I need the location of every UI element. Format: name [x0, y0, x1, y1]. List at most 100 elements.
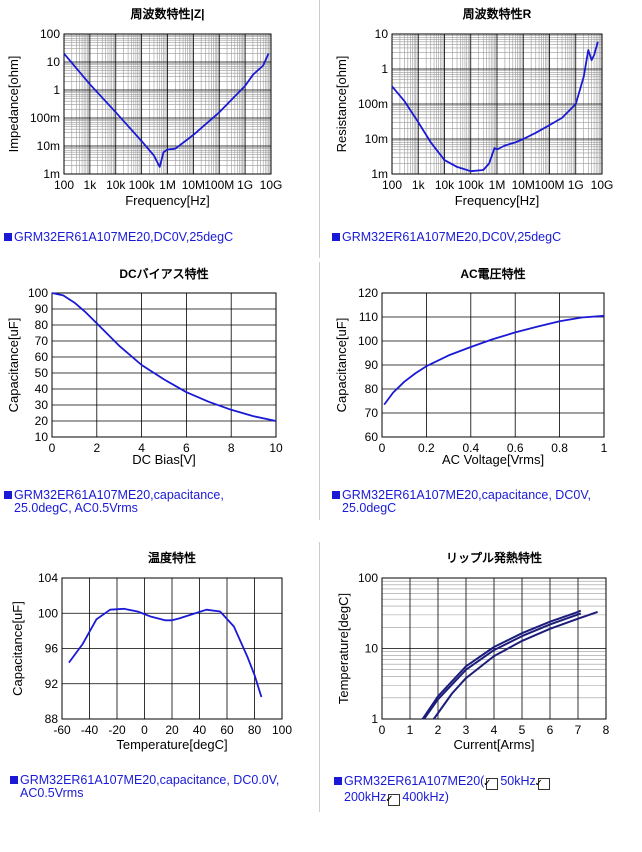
- y-tick-label: 50: [35, 366, 49, 380]
- x-tick-label: 1: [601, 441, 608, 455]
- legend-swatch: [334, 777, 342, 785]
- y-tick-label: 100m: [30, 111, 60, 125]
- y-tick-label: 70: [35, 334, 49, 348]
- impedance-chart: 周波数特性|Z| 100 1k 10k 100k 1M 10M 100M 1G 10G 1m 10m 1…: [6, 6, 283, 208]
- x-tick-label: 0.2: [418, 441, 435, 455]
- y-tick-label: 10: [35, 430, 49, 444]
- chart-title: リップル発熱特性: [446, 550, 542, 565]
- y-tick-label: 10: [47, 55, 61, 69]
- resistance-chart: 周波数特性R 100 1k 10k 100k 1M 10M 100M 1G 10G 1m 10m 100…: [334, 6, 613, 208]
- x-tick-label: 0: [379, 723, 386, 737]
- plot-frame: [63, 33, 272, 175]
- x-axis-label: Current[Arms]: [454, 737, 535, 752]
- ripple-legend-suffix: ): [444, 790, 449, 804]
- x-tick-label: 7: [575, 723, 582, 737]
- y-axis-label: Capacitance[uF]: [334, 318, 349, 413]
- y-tick-label: 104: [38, 571, 58, 585]
- x-tick-label: 1M: [489, 178, 506, 192]
- checkbox-200khz[interactable]: ✓: [535, 778, 550, 790]
- x-tick-label: 1k: [84, 178, 98, 192]
- ripple-chart-panel: リップル発熱特性 0 1 2 3 4 5 6 7 8 1 10 100 Current[Arms] Temp…: [322, 542, 640, 812]
- y-tick-label: 100m: [358, 97, 388, 111]
- legend-swatch: [10, 776, 18, 784]
- y-tick-label: 70: [365, 406, 379, 420]
- x-tick-label: 4: [491, 723, 498, 737]
- y-tick-label: 96: [45, 642, 59, 656]
- impedance-legend: GRM32ER61A107ME20,DC0V,25degC: [4, 231, 314, 244]
- temperature-chart: 温度特性 -60 -40 -20 0 20 40 60 80 100 88 92 96 100 104 Tem…: [10, 550, 292, 752]
- checkbox-400khz[interactable]: ✓: [385, 794, 401, 806]
- x-tick-label: 8: [228, 441, 235, 455]
- column-divider-bottom: [319, 542, 320, 812]
- y-tick-label: 100: [38, 606, 58, 620]
- x-tick-label: 100: [54, 178, 74, 192]
- y-tick-label: 92: [45, 677, 59, 691]
- y-axis-label: Temperature[degC]: [336, 593, 351, 704]
- x-axis-label: Temperature[degC]: [116, 737, 227, 752]
- x-tick-label: -60: [53, 723, 71, 737]
- y-tick-label: 30: [35, 398, 49, 412]
- y-tick-label: 80: [365, 382, 379, 396]
- ripple-legend-item-400khz: 400kHz: [402, 790, 445, 804]
- x-tick-label: 60: [220, 723, 234, 737]
- checkbox-50khz[interactable]: ✓: [483, 778, 499, 790]
- x-axis-label: Frequency[Hz]: [455, 193, 540, 208]
- y-tick-label: 1m: [43, 167, 60, 181]
- column-divider-middle: [319, 262, 320, 520]
- y-axis-label: Impedance[ohm]: [6, 56, 21, 153]
- y-tick-label: 10: [365, 642, 379, 656]
- ripple-legend-prefix: GRM32ER61A107ME20(: [344, 774, 485, 788]
- x-tick-label: 80: [248, 723, 262, 737]
- x-tick-label: 0.4: [462, 441, 479, 455]
- x-tick-label: 10k: [435, 178, 455, 192]
- x-tick-label: 10k: [106, 178, 126, 192]
- dc-bias-legend-text: GRM32ER61A107ME20,capacitance, 25.0degC,…: [14, 488, 224, 515]
- resistance-chart-panel: 周波数特性R 100 1k 10k 100k 1M 10M 100M 1G 10G 1m 10m 100…: [322, 0, 640, 255]
- x-tick-label: 100k: [129, 178, 156, 192]
- temperature-legend: GRM32ER61A107ME20,capacitance, DC0.0V, A…: [10, 774, 280, 800]
- x-tick-label: 20: [165, 723, 179, 737]
- ac-voltage-chart-panel: AC電圧特性 0 0.2 0.4 0.6 0.8 1 60 70 80 90 100 110 120 AC …: [322, 262, 640, 520]
- dc-bias-legend: GRM32ER61A107ME20,capacitance, 25.0degC,…: [4, 489, 284, 515]
- plot-area: [52, 293, 276, 437]
- ac-voltage-legend-text: GRM32ER61A107ME20,capacitance, DC0V, 25.…: [342, 488, 591, 515]
- x-tick-label: 10G: [260, 178, 283, 192]
- y-tick-label: 120: [358, 286, 378, 300]
- ripple-legend-item-200khz: 200kHz: [344, 790, 387, 804]
- x-tick-label: 1k: [412, 178, 426, 192]
- x-tick-label: 2: [435, 723, 442, 737]
- y-tick-label: 10m: [365, 132, 388, 146]
- x-tick-label: 100M: [534, 178, 564, 192]
- x-tick-label: 100: [382, 178, 402, 192]
- y-tick-label: 20: [35, 414, 49, 428]
- x-tick-label: 1: [407, 723, 414, 737]
- series-line-50khz: [421, 609, 582, 720]
- x-axis-label: DC Bias[V]: [132, 452, 196, 467]
- y-tick-label: 90: [365, 358, 379, 372]
- series-line: [383, 314, 605, 406]
- legend-swatch: [332, 491, 340, 499]
- x-tick-label: 100k: [458, 178, 485, 192]
- y-tick-label: 90: [35, 302, 49, 316]
- x-tick-label: 1G: [568, 178, 584, 192]
- ac-voltage-legend: GRM32ER61A107ME20,capacitance, DC0V, 25.…: [332, 489, 642, 515]
- y-tick-label: 80: [35, 318, 49, 332]
- y-tick-label: 100: [40, 27, 60, 41]
- y-axis-label: Resistance[ohm]: [334, 56, 349, 153]
- column-divider-top: [319, 0, 320, 258]
- x-tick-label: -40: [81, 723, 99, 737]
- y-tick-label: 60: [365, 430, 379, 444]
- legend-swatch: [332, 233, 340, 241]
- chart-title: 周波数特性R: [463, 6, 532, 21]
- ripple-legend-item-50khz: 50kHz: [500, 774, 536, 788]
- series-line: [51, 292, 277, 422]
- x-axis-label: Frequency[Hz]: [125, 193, 210, 208]
- resistance-legend-text: GRM32ER61A107ME20,DC0V,25degC: [342, 230, 562, 244]
- series-line: [68, 607, 263, 698]
- y-tick-label: 110: [359, 310, 378, 324]
- x-tick-label: 2: [93, 441, 100, 455]
- legend-swatch: [4, 491, 12, 499]
- dc-bias-chart: DCバイアス特性 0 2 4 6 8 10 10 20 30 40 50 60 70 80 90 100 DC B…: [6, 266, 283, 467]
- ripple-legend: GRM32ER61A107ME20(✓ 50kHz✓ 200kHz✓ 400kHz): [334, 774, 604, 806]
- x-tick-label: 3: [463, 723, 470, 737]
